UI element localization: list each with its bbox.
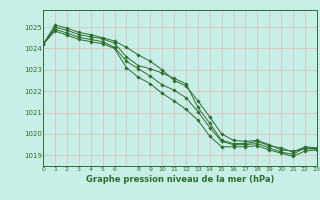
X-axis label: Graphe pression niveau de la mer (hPa): Graphe pression niveau de la mer (hPa) [86, 175, 274, 184]
